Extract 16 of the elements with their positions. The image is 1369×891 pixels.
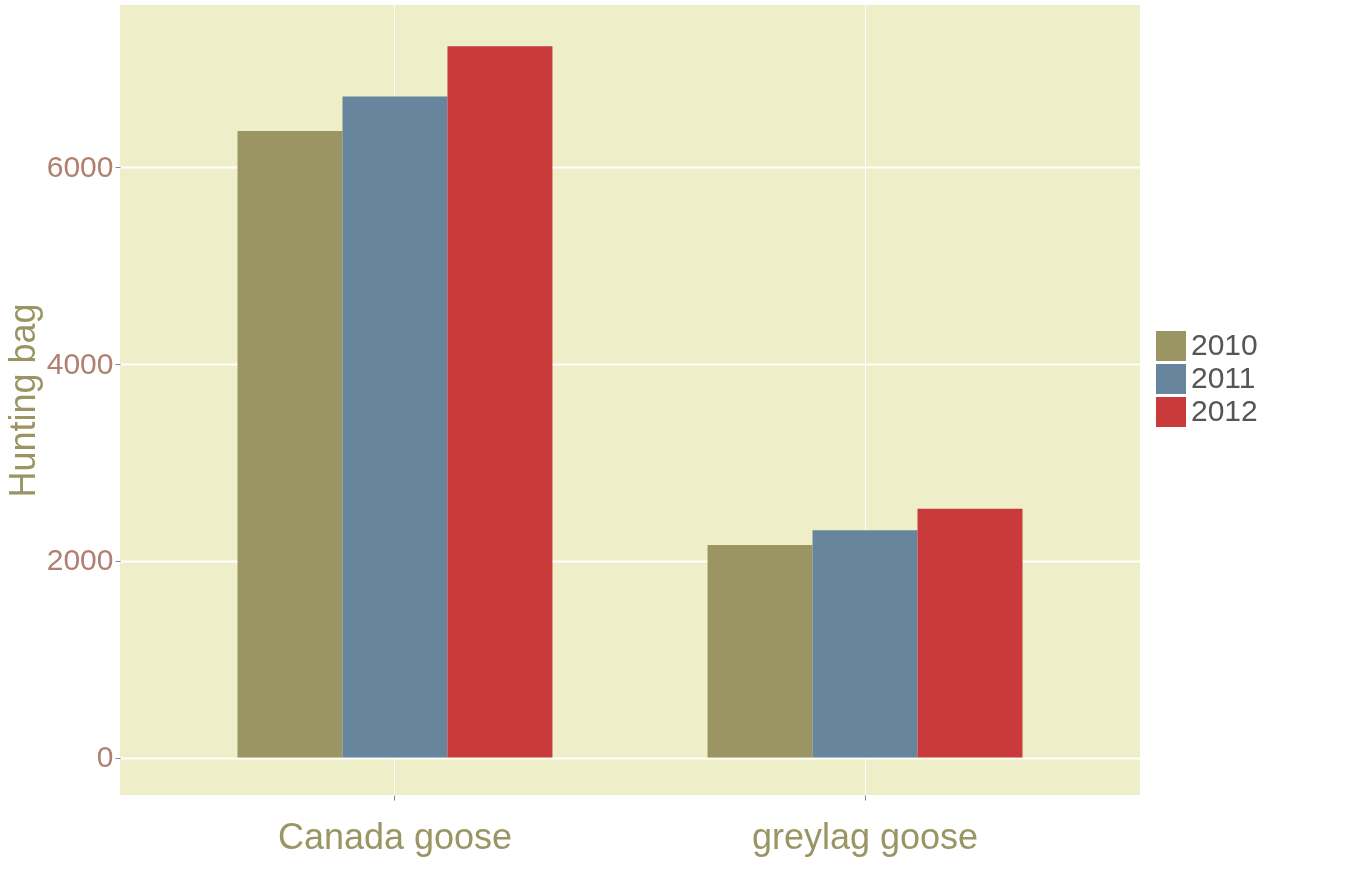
- y-tick-label: 2000: [46, 543, 114, 577]
- x-tick-label: greylag goose: [751, 815, 979, 857]
- y-tick-label: 6000: [46, 149, 114, 183]
- y-tick-label: 4000: [46, 346, 114, 380]
- x-tick-label: Canada goose: [277, 815, 513, 857]
- bar: [707, 545, 813, 758]
- legend-label: 2011: [1191, 361, 1256, 394]
- y-axis-title: Hunting bag: [1, 303, 43, 498]
- bar: [917, 508, 1023, 758]
- legend-label: 2010: [1191, 328, 1258, 361]
- bar: [237, 130, 343, 758]
- bar: [447, 46, 553, 758]
- y-tick-label: 0: [96, 740, 114, 774]
- bar: [342, 96, 448, 758]
- legend-label: 2012: [1191, 394, 1258, 427]
- bar: [812, 530, 918, 758]
